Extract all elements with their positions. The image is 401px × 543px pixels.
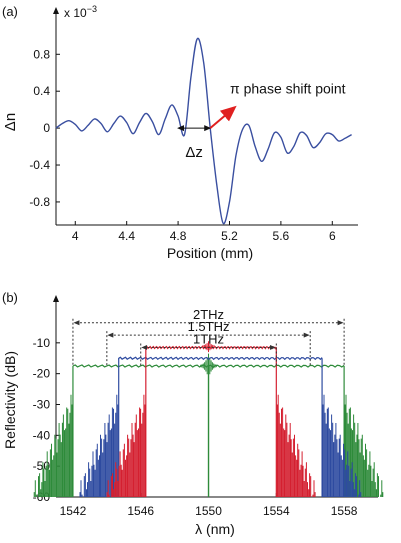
bandwidth-label: 1.5THz — [188, 319, 230, 334]
x-tick-label: 4.4 — [118, 229, 135, 243]
x-tick-label: 1554 — [263, 504, 290, 518]
y-tick-label: -10 — [33, 336, 51, 350]
panel-a: (a) x 10−3 4 4.4 4.8 5.2 5.6 6 0.8 0.4 0 -0.4 -0.8… — [2, 4, 358, 261]
spectrum-sidelobes — [79, 394, 119, 497]
panel-b-x-label: λ (nm) — [195, 521, 235, 537]
phase-shift-label: π phase shift point — [230, 81, 346, 97]
panel-b-label: (b) — [2, 290, 18, 305]
bandwidth-label: 1THz — [193, 331, 224, 346]
y-tick-label: -0.4 — [29, 158, 50, 172]
x-tick-label: 1550 — [195, 504, 222, 518]
y-tick-label: -20 — [33, 367, 51, 381]
panel-b-spectra — [33, 341, 384, 497]
phase-shift-arrow — [209, 105, 237, 129]
y-multiplier: x 10−3 — [64, 4, 97, 20]
y-tick-label: -40 — [33, 428, 51, 442]
y-multiplier-base: x 10 — [64, 6, 87, 20]
spectrum-sidelobes — [106, 394, 146, 497]
x-tick-label: 5.2 — [221, 229, 238, 243]
panel-b: (b) 1542 1546 1550 1554 1558-10-20-30-40-50-… — [2, 290, 384, 537]
spectrum-sidelobes — [276, 394, 316, 497]
x-tick-label: 1558 — [331, 504, 358, 518]
panel-a-y-label: Δn — [2, 113, 19, 131]
x-tick-label: 4 — [72, 229, 79, 243]
spectrum-sidelobes — [322, 394, 362, 497]
dz-label: Δz — [185, 144, 203, 161]
spectrum-plateau-line — [117, 356, 323, 361]
x-tick-label: 4.8 — [170, 229, 187, 243]
x-tick-label: 1546 — [127, 504, 154, 518]
y-tick-label: -30 — [33, 398, 51, 412]
y-tick-label: -0.8 — [29, 195, 50, 209]
panel-a-x-label: Position (mm) — [167, 245, 253, 261]
y-multiplier-exp: −3 — [87, 4, 97, 14]
panel-a-ticks: 4 4.4 4.8 5.2 5.6 6 0.8 0.4 0 -0.4 -0.8 — [29, 47, 336, 243]
panel-b-ticks: 1542 1546 1550 1554 1558-10-20-30-40-50-60 — [33, 336, 358, 518]
panel-a-series-line — [55, 37, 352, 225]
bandwidth-label: 2THz — [193, 307, 224, 322]
y-tick-label: 0 — [43, 121, 50, 135]
x-tick-label: 5.6 — [273, 229, 290, 243]
spectrum-center-ripples — [200, 353, 217, 379]
x-tick-label: 6 — [329, 229, 336, 243]
panel-a-label: (a) — [2, 4, 18, 19]
spectrum-sidelobes — [33, 394, 73, 497]
y-tick-label: 0.4 — [33, 84, 50, 98]
x-tick-label: 1542 — [60, 504, 87, 518]
y-tick-label: 0.8 — [33, 47, 50, 61]
panel-b-y-label: Reflectivity (dB) — [2, 351, 18, 449]
